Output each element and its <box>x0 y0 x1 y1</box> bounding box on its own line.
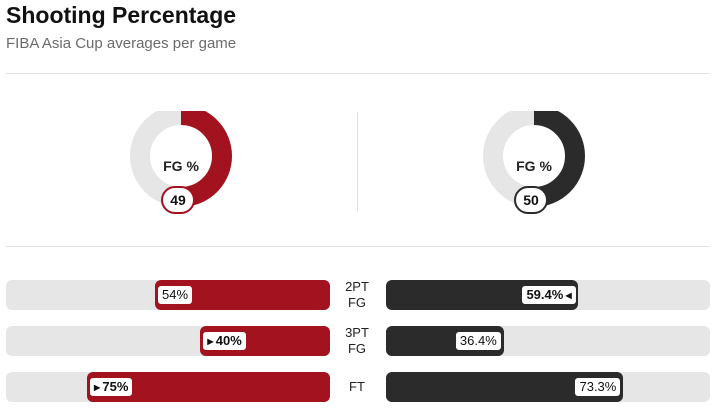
left-value-text: 75% <box>102 379 129 394</box>
right-bar-track: 59.4% ◀ <box>386 280 710 310</box>
left-bar-track: ▶ 40% <box>6 326 330 356</box>
donut-team2-label: FG % <box>516 158 552 174</box>
category-label: FT <box>349 379 365 394</box>
donut-team2: FG % 50 <box>479 111 589 221</box>
chart-subtitle: FIBA Asia Cup averages per game <box>6 35 237 52</box>
category-label: 2PT FG <box>345 279 369 310</box>
donut-divider <box>357 112 358 212</box>
left-value-label: 54% <box>157 285 194 305</box>
right-value-label: 73.3% <box>574 377 622 397</box>
right-value-text: 73.3% <box>579 379 617 394</box>
right-value-text: 36.4% <box>459 333 497 348</box>
left-bar-track: ▶ 75% <box>6 372 330 402</box>
donut-team1-arc <box>130 111 232 207</box>
donut-team1: FG % 49 <box>126 111 236 221</box>
left-value-text: 40% <box>215 333 242 348</box>
right-value-label: 59.4% ◀ <box>521 285 577 305</box>
donut-team1-value: 49 <box>161 186 195 214</box>
leader-arrow-icon: ▶ <box>207 337 216 346</box>
divider-middle <box>6 246 710 247</box>
left-bar-track: 54% <box>6 280 330 310</box>
left-value-label: ▶ 75% <box>89 377 134 397</box>
right-bar-track: 73.3% <box>386 372 710 402</box>
leader-arrow-icon: ◀ <box>563 291 572 300</box>
right-value-text: 59.4% <box>526 287 564 302</box>
leader-arrow-icon: ▶ <box>94 383 103 392</box>
right-value-label: 36.4% <box>454 331 502 351</box>
right-bar-track: 36.4% <box>386 326 710 356</box>
donut-team2-value: 50 <box>514 186 548 214</box>
category-label: 3PT FG <box>345 325 369 356</box>
chart-title: Shooting Percentage <box>6 2 237 28</box>
left-value-text: 54% <box>162 287 189 302</box>
donut-team1-label: FG % <box>163 158 199 174</box>
left-value-label: ▶ 40% <box>202 331 247 351</box>
divider-top <box>6 73 710 74</box>
